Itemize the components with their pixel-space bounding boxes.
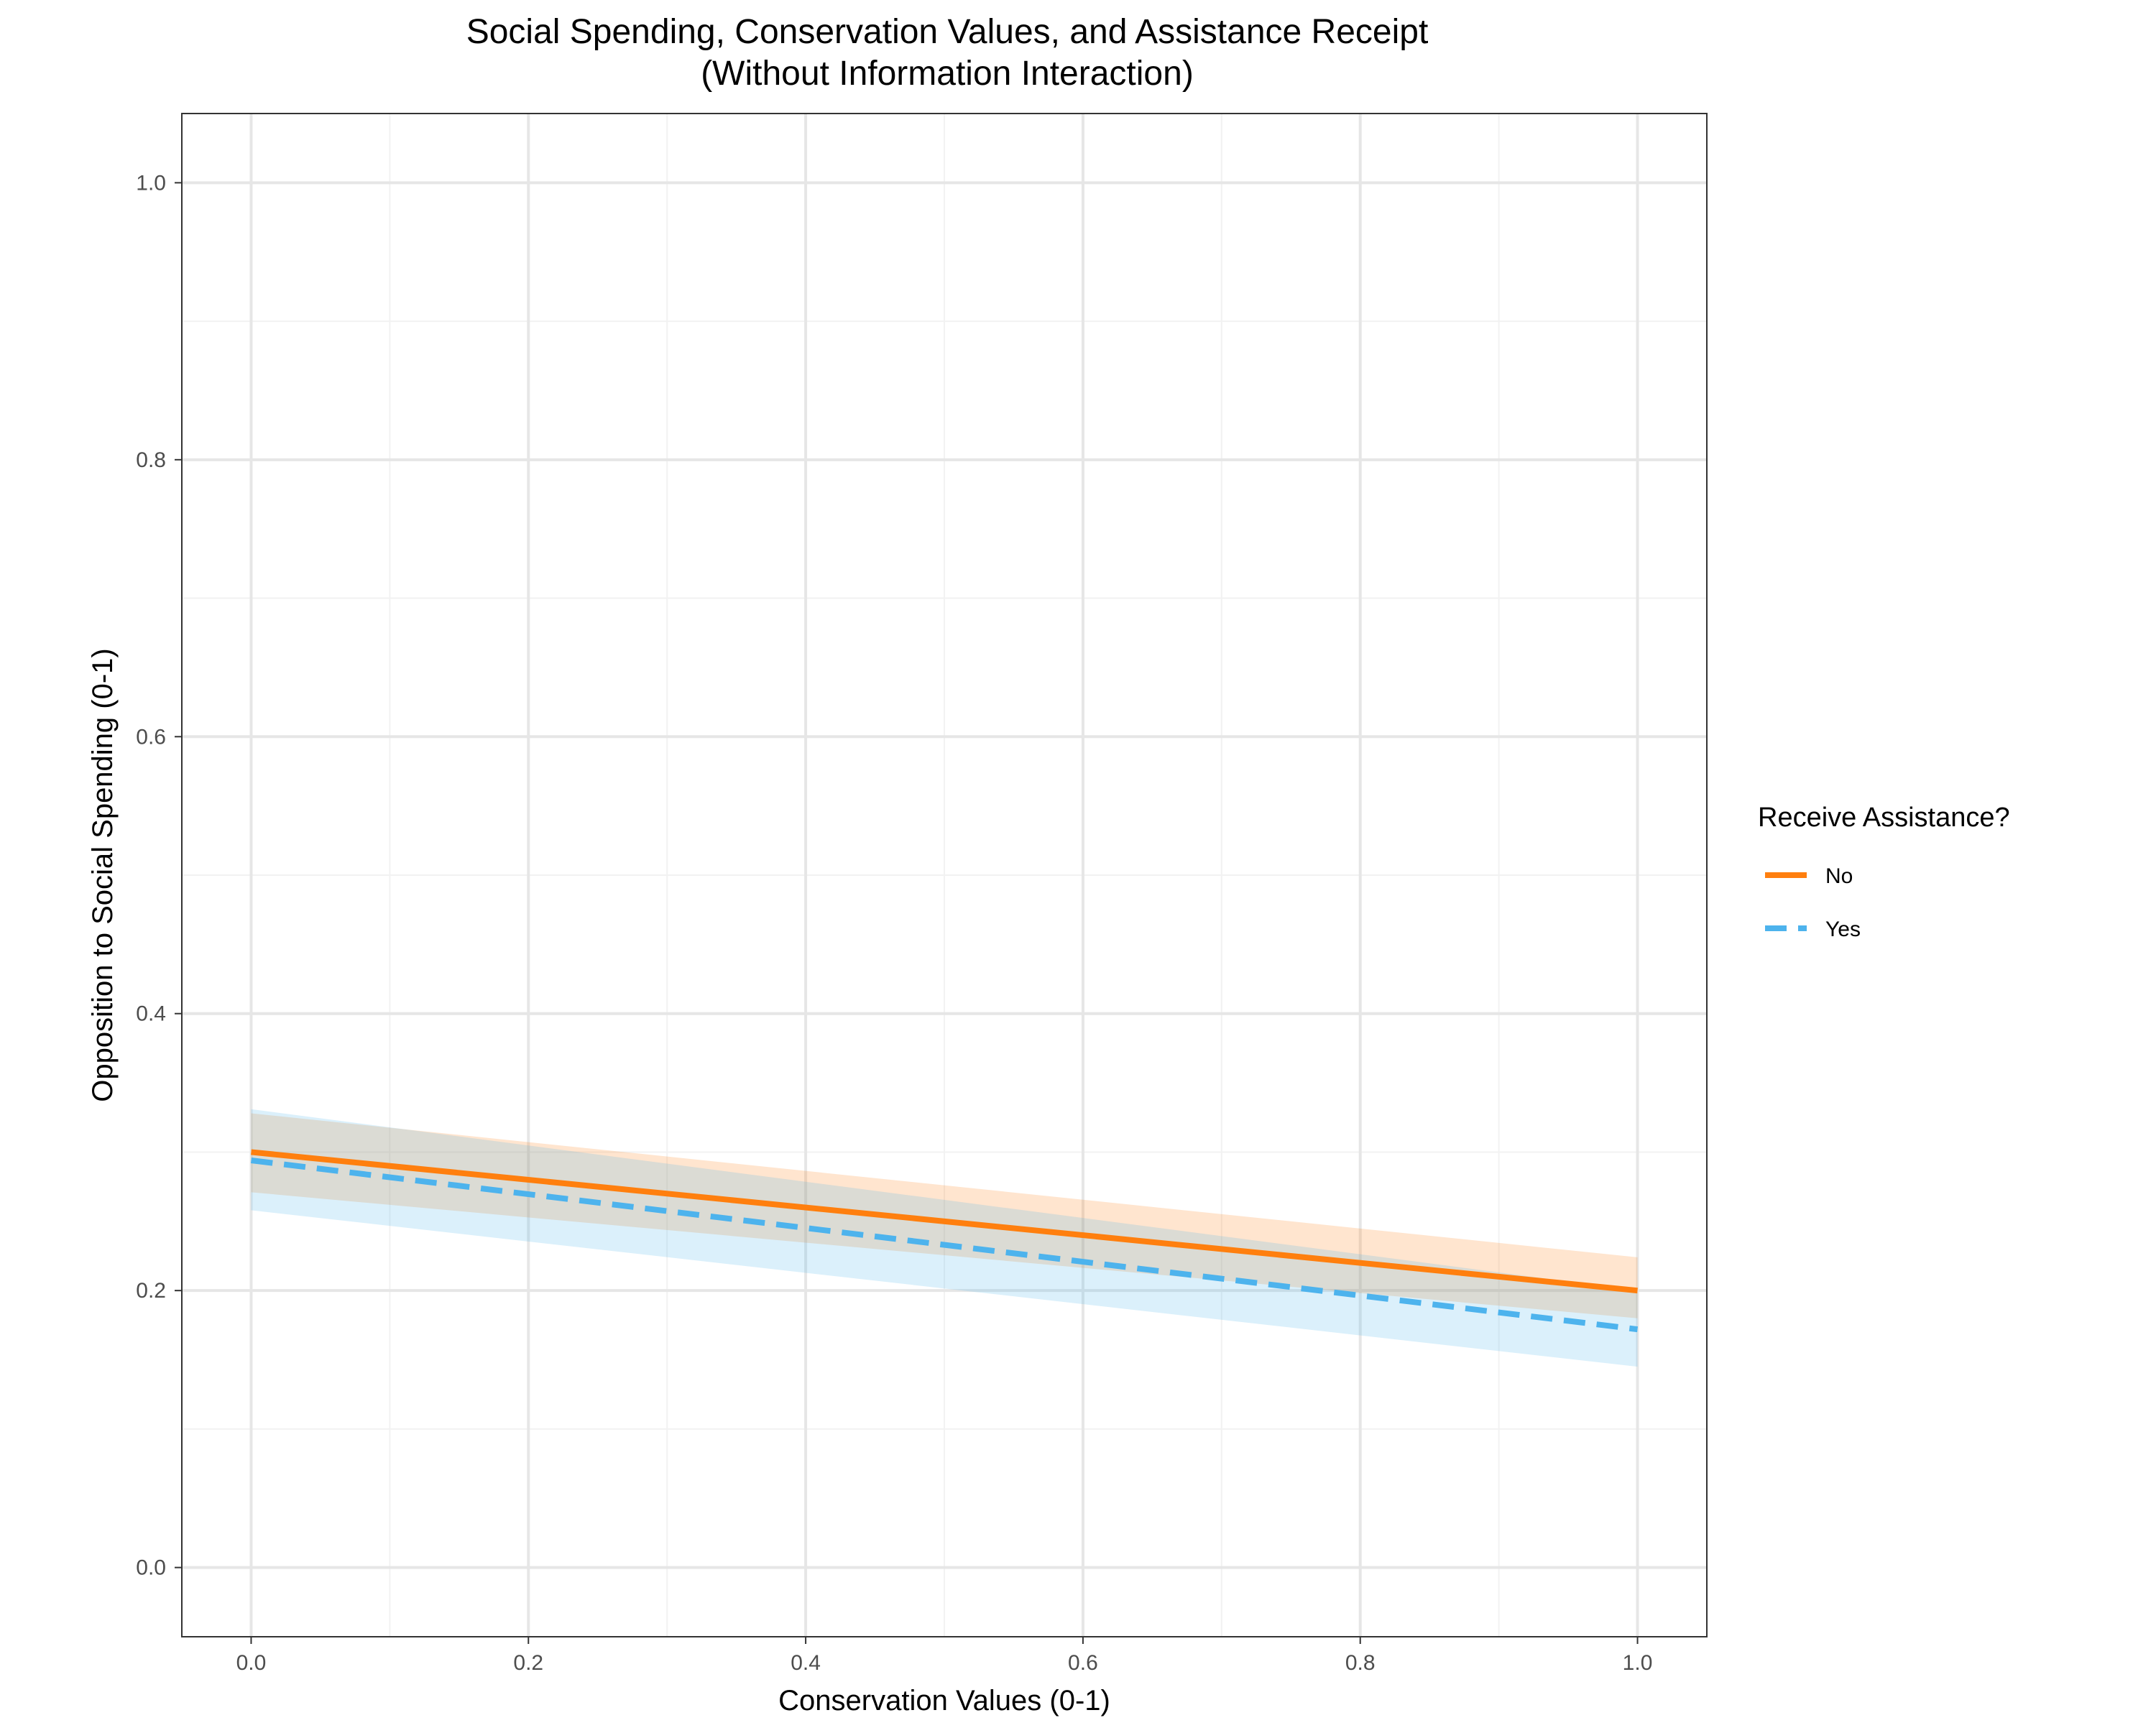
confidence-ribbons [251, 1109, 1638, 1367]
grid-minor [182, 114, 1707, 1637]
x-axis-title: Conservation Values (0-1) [778, 1685, 1110, 1717]
y-tick-label: 0.0 [136, 1556, 166, 1580]
chart-title-line-2: (Without Information Interaction) [701, 55, 1194, 93]
panel-border [181, 113, 1708, 1637]
x-tick-label: 0.2 [513, 1651, 543, 1675]
chart-title-line-1: Social Spending, Conservation Values, an… [466, 13, 1429, 51]
plot-area [181, 113, 1708, 1637]
x-tick-label: 1.0 [1623, 1651, 1653, 1675]
ci-ribbon-yes [251, 1109, 1638, 1367]
series-line-yes [250, 1158, 1639, 1333]
legend-item-yes: Yes [1765, 918, 1861, 941]
y-axis-title: Opposition to Social Spending (0-1) [87, 648, 119, 1101]
ci-ribbon-no [251, 1113, 1638, 1318]
x-tick-label: 0.0 [236, 1651, 267, 1675]
series-lines [250, 1149, 1639, 1333]
y-tick-label: 0.6 [136, 725, 166, 749]
y-tick-label: 0.2 [136, 1279, 166, 1303]
y-tick-label: 1.0 [136, 171, 166, 195]
x-tick-label: 0.6 [1068, 1651, 1098, 1675]
legend-title: Receive Assistance? [1758, 803, 2010, 833]
y-axis: 0.0 0.2 0.4 0.6 0.8 1.0 [136, 171, 182, 1580]
grid-major [182, 114, 1707, 1637]
legend-items: No Yes [1765, 864, 1861, 941]
legend-item-no: No [1765, 864, 1853, 888]
legend-label-no: No [1825, 864, 1853, 888]
series-line-no [251, 1149, 1638, 1294]
y-tick-label: 0.8 [136, 448, 166, 472]
legend-label-yes: Yes [1825, 918, 1861, 941]
x-tick-label: 0.4 [791, 1651, 821, 1675]
x-axis: 0.0 0.2 0.4 0.6 0.8 1.0 [236, 1637, 1653, 1675]
y-tick-label: 0.4 [136, 1002, 166, 1026]
legend: Receive Assistance? No Yes [1758, 803, 2010, 941]
x-tick-label: 0.8 [1345, 1651, 1376, 1675]
